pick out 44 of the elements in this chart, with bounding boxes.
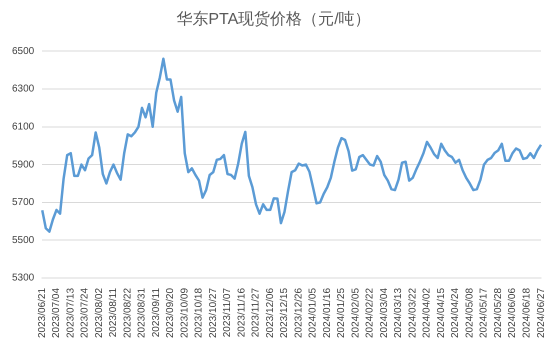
x-tick-label: 2023/09/20: [165, 288, 176, 338]
x-tick-label: 2024/05/28: [493, 288, 504, 338]
x-tick-label: 2024/06/06: [507, 288, 518, 338]
x-tick-label: 2023/08/22: [122, 288, 134, 338]
y-tick-label: 5500: [12, 234, 35, 246]
y-tick-label: 5700: [12, 197, 35, 208]
x-tick-label: 2023/07/13: [65, 288, 76, 338]
y-tick-label: 6300: [12, 84, 35, 95]
x-tick-label: 2023/11/27: [250, 288, 262, 338]
x-tick-label: 2023/10/27: [208, 288, 219, 338]
x-tick-label: 2023/08/11: [108, 288, 120, 338]
x-tick-label: 2023/08/02: [94, 288, 105, 338]
x-tick-label: 2023/11/16: [236, 288, 248, 338]
x-tick-label: 2023/07/04: [51, 288, 62, 338]
x-tick-label: 2024/03/04: [379, 288, 390, 338]
x-tick-label: 2024/01/16: [322, 288, 333, 338]
x-tick-label: 2024/02/22: [364, 288, 376, 338]
x-tick-label: 2024/04/02: [422, 288, 433, 338]
y-tick-label: 5300: [12, 272, 35, 284]
x-tick-label: 2023/11/07: [222, 288, 234, 338]
x-tick-label: 2023/06/21: [36, 288, 48, 338]
x-tick-label: 2024/06/18: [522, 288, 532, 338]
x-tick-label: 2023/12/26: [294, 288, 304, 338]
x-tick-label: 2023/10/09: [179, 288, 190, 338]
x-tick-label: 2024/03/13: [393, 288, 404, 338]
chart-title: 华东PTA现货价格（元/吨）: [176, 10, 371, 28]
x-tick-label: 2023/07/24: [80, 288, 91, 338]
x-tick-label: 2024/04/24: [450, 288, 462, 338]
x-tick-label: 2023/09/11: [150, 288, 162, 338]
x-tick-label: 2023/08/31: [136, 288, 148, 338]
x-tick-label: 2023/12/15: [279, 288, 290, 338]
x-tick-label: 2024/05/08: [464, 288, 476, 338]
y-tick-label: 6100: [12, 122, 35, 133]
x-tick-label: 2024/02/05: [350, 288, 362, 338]
x-tick-label: 2023/10/18: [194, 288, 205, 338]
x-tick-label: 2024/01/05: [308, 288, 319, 338]
x-tick-label: 2024/04/15: [436, 288, 447, 338]
y-tick-label: 5900: [12, 159, 35, 170]
x-tick-label: 2024/03/22: [408, 288, 418, 338]
x-tick-label: 2024/05/17: [478, 288, 490, 338]
x-tick-label: 2024/01/25: [336, 288, 348, 338]
x-tick-label: 2024/06/27: [536, 288, 547, 338]
x-tick-label: 2023/12/06: [265, 288, 276, 338]
y-tick-label: 6500: [12, 46, 35, 57]
